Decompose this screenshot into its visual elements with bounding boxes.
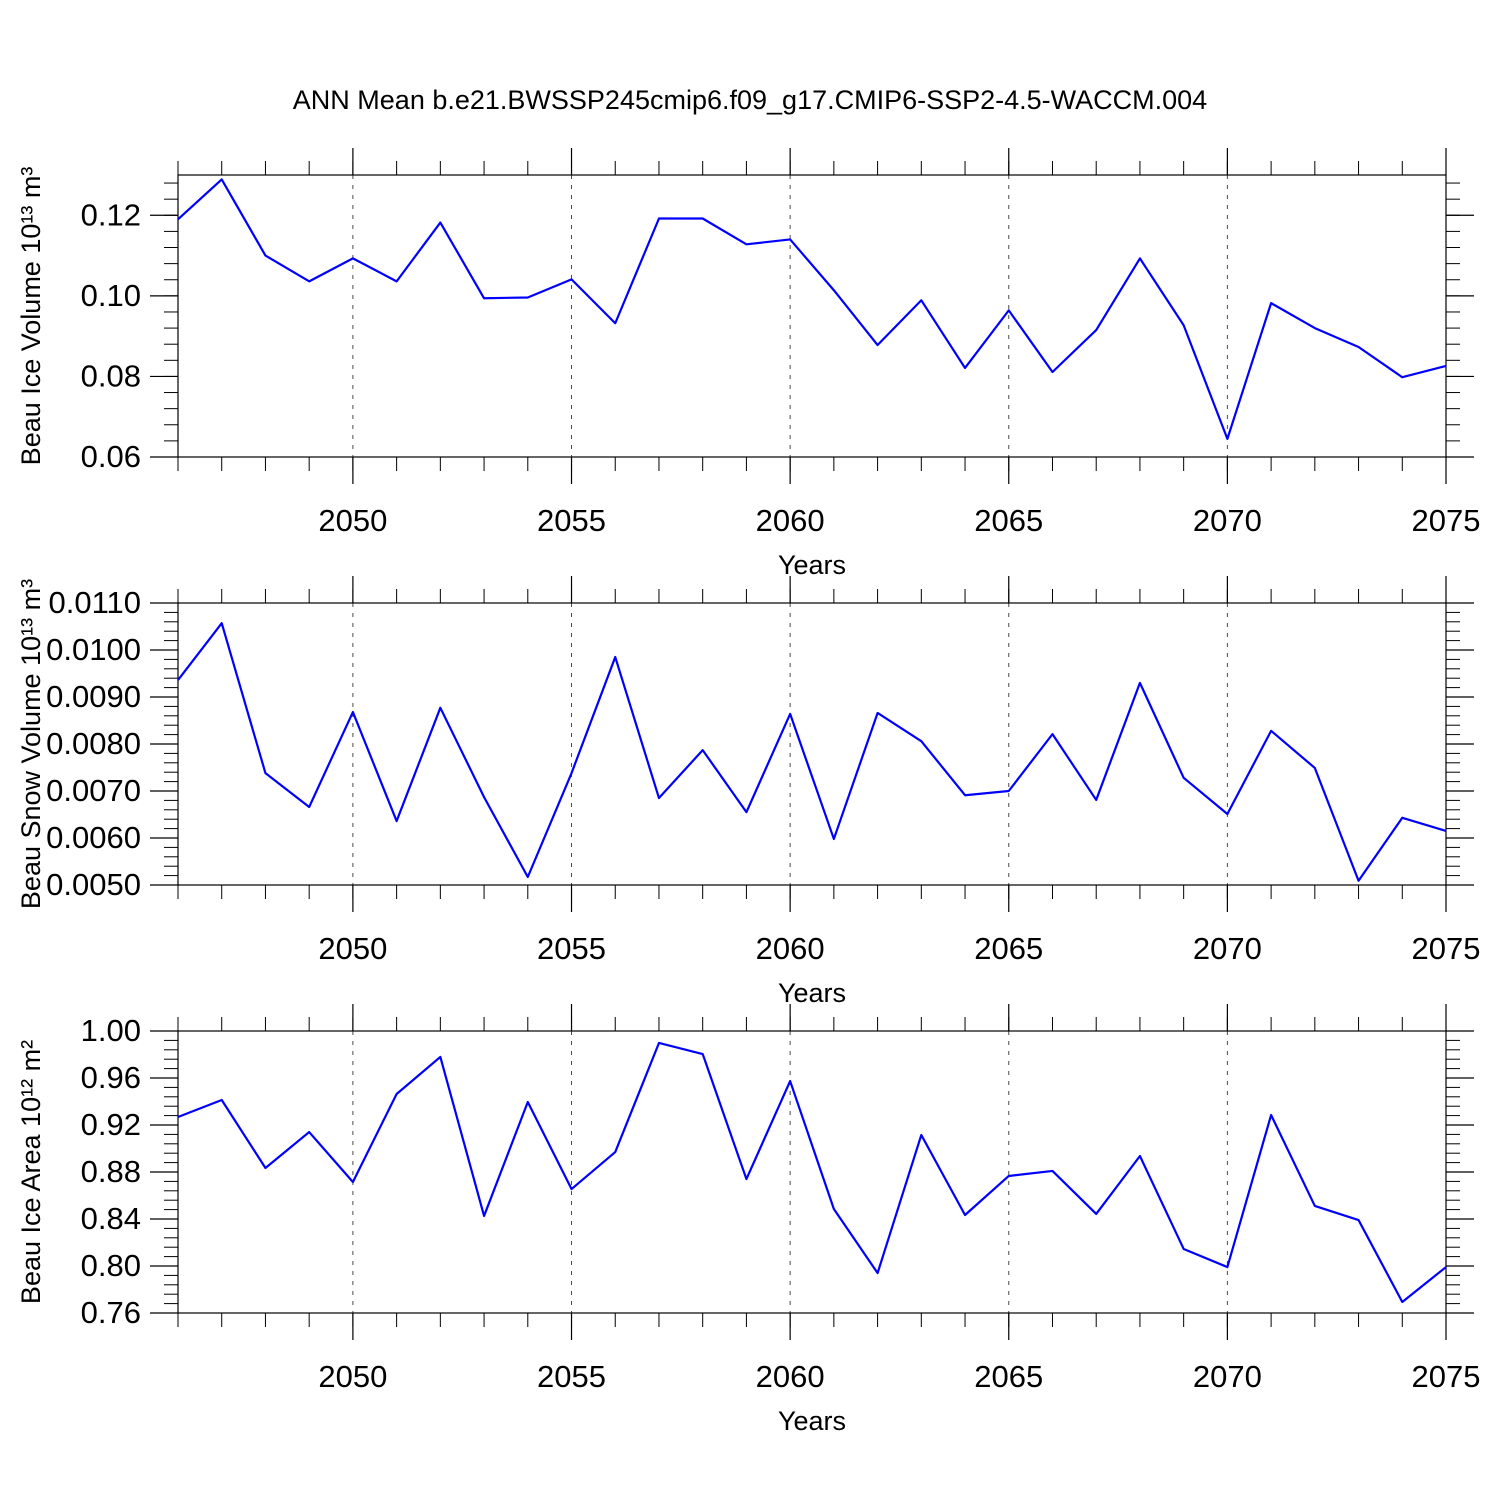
y-tick-label: 0.96 — [81, 1060, 141, 1095]
x-axis-title: Years — [778, 978, 846, 1008]
x-tick-label: 2065 — [974, 503, 1043, 538]
plot-frame — [177, 602, 1447, 886]
x-tick-label: 2060 — [756, 1359, 825, 1394]
y-tick-label: 0.80 — [81, 1248, 141, 1283]
x-tick-label: 2070 — [1193, 931, 1262, 966]
y-tick-label: 0.0080 — [46, 726, 141, 761]
x-tick-label: 2070 — [1193, 503, 1262, 538]
x-tick-label: 2050 — [318, 1359, 387, 1394]
x-tick-label: 2055 — [537, 503, 606, 538]
y-tick-label: 0.08 — [81, 359, 141, 394]
plot-frame — [177, 1030, 1447, 1314]
x-tick-label: 2060 — [756, 503, 825, 538]
y-axis-title: Beau Ice Volume 10¹³ m³ — [16, 167, 46, 466]
x-tick-label: 2055 — [537, 931, 606, 966]
x-tick-label: 2055 — [537, 1359, 606, 1394]
x-tick-label: 2065 — [974, 1359, 1043, 1394]
x-tick-label: 2075 — [1412, 1359, 1481, 1394]
y-tick-label: 0.0100 — [46, 632, 141, 667]
x-tick-label: 2075 — [1412, 503, 1481, 538]
y-axis-title: Beau Ice Area 10¹² m² — [16, 1040, 46, 1304]
y-tick-label: 0.12 — [81, 197, 141, 232]
x-tick-label: 2065 — [974, 931, 1043, 966]
data-line — [177, 622, 1447, 882]
y-tick-label: 0.0110 — [48, 585, 141, 620]
y-tick-label: 0.10 — [81, 278, 141, 313]
x-tick-label: 2060 — [756, 931, 825, 966]
y-tick-label: 0.0070 — [46, 773, 141, 808]
y-tick-label: 1.00 — [81, 1013, 141, 1048]
y-tick-label: 0.0090 — [46, 679, 141, 714]
x-tick-label: 2050 — [318, 931, 387, 966]
y-tick-label: 0.84 — [81, 1201, 141, 1236]
x-tick-label: 2070 — [1193, 1359, 1262, 1394]
y-tick-label: 0.06 — [81, 439, 141, 474]
y-tick-label: 0.0060 — [46, 820, 141, 855]
plot-frame — [177, 174, 1447, 458]
x-axis-title: Years — [778, 1406, 846, 1436]
x-tick-label: 2075 — [1412, 931, 1481, 966]
data-line — [177, 1041, 1447, 1304]
y-axis-title: Beau Snow Volume 10¹³ m³ — [16, 579, 46, 909]
figure-title: ANN Mean b.e21.BWSSP245cmip6.f09_g17.CMI… — [293, 85, 1207, 115]
data-line — [177, 178, 1447, 440]
y-tick-label: 0.92 — [81, 1107, 141, 1142]
x-axis-title: Years — [778, 550, 846, 580]
y-tick-label: 0.0050 — [46, 867, 141, 902]
y-tick-label: 0.76 — [81, 1295, 141, 1330]
y-tick-label: 0.88 — [81, 1154, 141, 1189]
x-tick-label: 2050 — [318, 503, 387, 538]
